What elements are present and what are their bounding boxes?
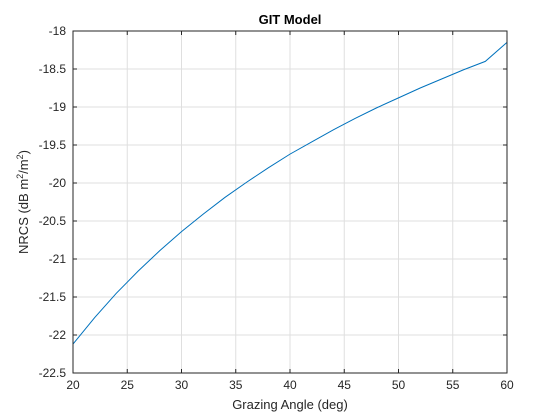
series-group: [72, 42, 508, 345]
x-tick-label: 30: [175, 378, 189, 392]
series-line: [72, 42, 508, 345]
y-tick-label: -19: [49, 100, 67, 114]
y-tick-label: -21.5: [39, 290, 67, 304]
x-tick-label: 55: [446, 378, 460, 392]
y-axis-label-sup2: 2: [15, 154, 25, 159]
x-tick-label: 45: [338, 378, 352, 392]
y-axis-label-prefix: NRCS (dB m: [16, 179, 31, 254]
y-axis-label-suffix: ): [16, 150, 31, 154]
ticks: 20 25 30 35 40 45 50 55 60 -18 -18.5 -19 -19.5 -20 -20…: [39, 24, 514, 392]
y-tick-label: -20: [49, 176, 67, 190]
y-tick-label: -21: [49, 252, 67, 266]
y-tick-label: -20.5: [39, 214, 67, 228]
y-axis-label-sup1: 2: [15, 174, 25, 179]
x-tick-label: 50: [392, 378, 406, 392]
x-tick-label: 20: [66, 378, 80, 392]
y-tick-label: -22: [49, 328, 67, 342]
y-tick-label: -19.5: [39, 138, 67, 152]
y-tick-label: -18.5: [39, 62, 67, 76]
chart-title: GIT Model: [259, 12, 322, 27]
x-axis-label: Grazing Angle (deg): [232, 397, 348, 412]
y-tick-label: -18: [49, 24, 67, 38]
y-tick-label: -22.5: [39, 366, 67, 380]
x-tick-label: 25: [121, 378, 135, 392]
x-tick-label: 60: [500, 378, 514, 392]
x-tick-label: 35: [229, 378, 243, 392]
y-axis-label-mid: /m: [16, 159, 31, 173]
y-axis-label: NRCS (dB m2/m2): [15, 150, 31, 254]
x-tick-label: 40: [283, 378, 297, 392]
